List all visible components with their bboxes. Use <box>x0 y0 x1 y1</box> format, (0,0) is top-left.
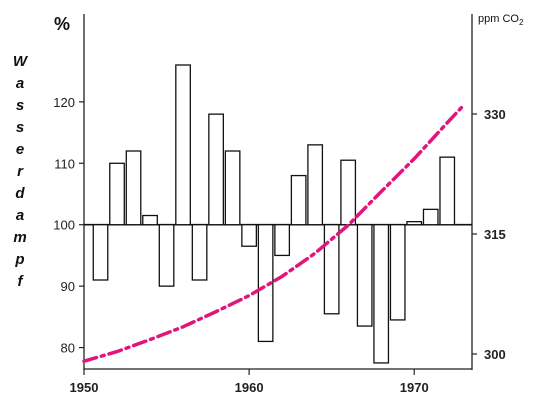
bar <box>125 150 142 226</box>
bar <box>439 156 456 226</box>
y-label-letter: m <box>13 229 26 246</box>
bar <box>274 224 291 257</box>
bar <box>356 224 373 327</box>
x-tick-label: 1950 <box>70 380 99 395</box>
bar <box>373 224 390 364</box>
bar <box>175 64 191 226</box>
y-label-letter: s <box>16 119 24 136</box>
right-unit-label: ppm CO2 <box>478 13 524 27</box>
bar <box>158 224 175 287</box>
left-tick-label: 110 <box>54 156 75 171</box>
bar <box>340 159 357 226</box>
x-tick-label: 1960 <box>235 380 264 395</box>
bar-series <box>92 64 456 364</box>
y-label-letter: f <box>18 273 25 290</box>
y-label-letter: p <box>14 251 24 268</box>
bar <box>191 224 208 281</box>
right-tick-label: 330 <box>484 107 506 122</box>
co2-series <box>82 103 466 363</box>
right-tick-label: 315 <box>484 227 506 242</box>
right-unit-subscript: 2 <box>519 18 524 27</box>
y-label-letter: W <box>13 53 29 70</box>
bar <box>208 113 224 226</box>
bar <box>142 214 158 226</box>
y-label-letter: s <box>16 97 24 114</box>
bar <box>307 144 324 226</box>
co2-line <box>82 103 466 363</box>
left-tick-label: 90 <box>61 279 75 294</box>
x-tick-label: 1970 <box>400 380 429 395</box>
left-unit-label: % <box>54 14 70 34</box>
bar <box>92 224 109 281</box>
y-label-letter: a <box>16 207 24 224</box>
bar <box>290 174 307 226</box>
y-label-letter: d <box>15 185 25 202</box>
bar <box>422 208 439 226</box>
left-tick-label: 80 <box>61 341 75 356</box>
bar <box>241 224 258 247</box>
bar <box>323 224 340 315</box>
right-tick-label: 300 <box>484 347 506 362</box>
axis-labels: 80 90 100 110 120 300 315 330 1950 1960 1970% ppm C… <box>13 13 524 395</box>
bar <box>109 162 125 226</box>
y-label-letter: e <box>16 141 24 158</box>
left-tick-label: 120 <box>53 95 75 110</box>
bar <box>224 150 241 226</box>
bar <box>389 224 406 321</box>
left-tick-label: 100 <box>53 218 75 233</box>
y-label-letter: r <box>17 163 24 180</box>
bar <box>406 220 423 226</box>
bar <box>257 224 274 343</box>
y-label-letter: a <box>16 75 24 92</box>
